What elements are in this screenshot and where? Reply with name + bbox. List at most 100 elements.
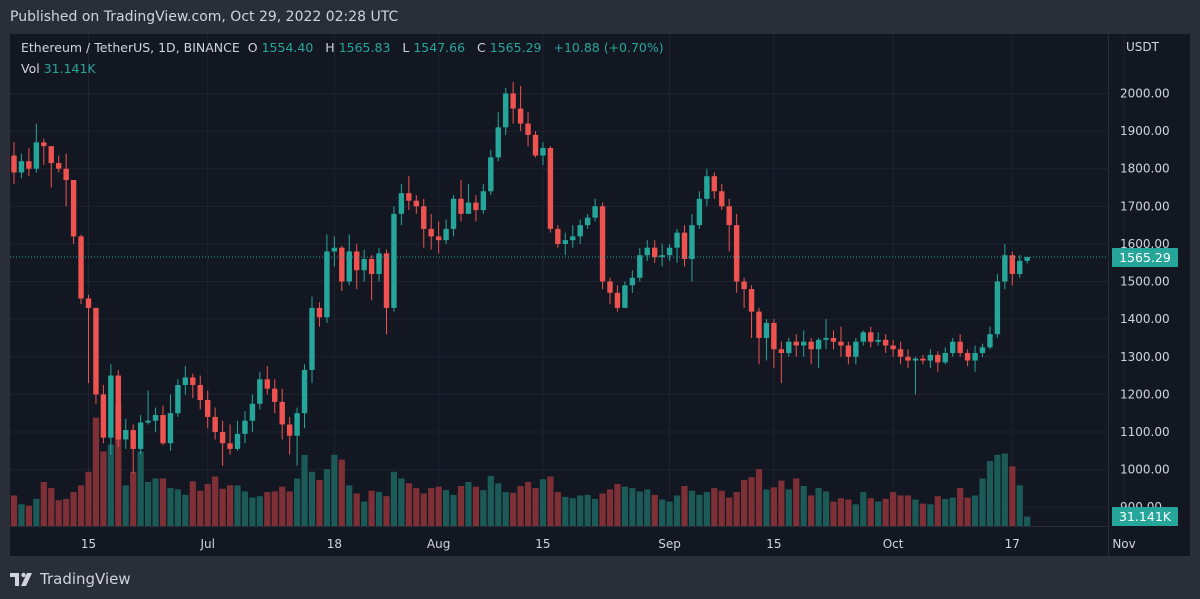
candle[interactable] bbox=[130, 424, 136, 474]
candle[interactable] bbox=[823, 319, 829, 350]
candle[interactable] bbox=[219, 420, 226, 466]
candle[interactable] bbox=[890, 339, 896, 357]
candle[interactable] bbox=[741, 277, 747, 308]
candle[interactable] bbox=[547, 146, 554, 233]
candle[interactable] bbox=[540, 142, 546, 165]
candle[interactable] bbox=[152, 407, 159, 432]
candle[interactable] bbox=[383, 249, 390, 335]
candle[interactable] bbox=[368, 255, 375, 301]
candle[interactable] bbox=[361, 249, 367, 282]
candle[interactable] bbox=[465, 183, 472, 214]
candle[interactable] bbox=[234, 420, 241, 451]
candle[interactable] bbox=[629, 270, 636, 293]
candle[interactable] bbox=[205, 390, 211, 429]
candle[interactable] bbox=[510, 82, 516, 124]
candle[interactable] bbox=[249, 394, 256, 432]
candle[interactable] bbox=[696, 191, 703, 229]
candle[interactable] bbox=[815, 337, 822, 369]
candle[interactable] bbox=[503, 87, 509, 135]
candle[interactable] bbox=[935, 351, 941, 372]
candle[interactable] bbox=[376, 247, 382, 282]
candle[interactable] bbox=[897, 341, 904, 365]
candle[interactable] bbox=[33, 123, 40, 173]
candle[interactable] bbox=[570, 225, 576, 248]
tradingview-logo[interactable]: TradingView bbox=[10, 570, 131, 588]
candle[interactable] bbox=[882, 334, 889, 353]
candle[interactable] bbox=[272, 379, 278, 414]
candle[interactable] bbox=[264, 366, 270, 395]
candle[interactable] bbox=[979, 343, 986, 357]
candle[interactable] bbox=[733, 213, 740, 293]
candle[interactable] bbox=[652, 240, 658, 263]
candle[interactable] bbox=[78, 234, 84, 305]
candle[interactable] bbox=[517, 85, 524, 132]
candle[interactable] bbox=[637, 247, 643, 282]
candle[interactable] bbox=[584, 213, 591, 229]
candle[interactable] bbox=[421, 198, 427, 248]
candle[interactable] bbox=[972, 345, 978, 372]
candle[interactable] bbox=[435, 221, 442, 254]
candle[interactable] bbox=[167, 394, 174, 451]
candle[interactable] bbox=[123, 418, 129, 449]
candle[interactable] bbox=[920, 354, 926, 365]
candle[interactable] bbox=[242, 411, 248, 444]
candle[interactable] bbox=[11, 142, 17, 184]
candle[interactable] bbox=[346, 234, 352, 286]
candle[interactable] bbox=[175, 379, 181, 417]
candle[interactable] bbox=[56, 155, 62, 173]
candle[interactable] bbox=[666, 243, 673, 261]
candle[interactable] bbox=[525, 112, 531, 147]
candle[interactable] bbox=[957, 334, 963, 357]
symbol-name[interactable]: Ethereum / TetherUS, 1D, BINANCE bbox=[21, 40, 240, 55]
candle[interactable] bbox=[942, 347, 948, 365]
candle[interactable] bbox=[674, 228, 680, 263]
candle[interactable] bbox=[331, 236, 338, 267]
candle[interactable] bbox=[488, 149, 494, 196]
candle[interactable] bbox=[301, 364, 308, 429]
candle[interactable] bbox=[950, 337, 956, 357]
candle[interactable] bbox=[100, 384, 107, 444]
candle[interactable] bbox=[592, 198, 598, 222]
candle[interactable] bbox=[771, 319, 777, 369]
candle[interactable] bbox=[41, 138, 47, 165]
candle[interactable] bbox=[756, 307, 762, 365]
candle[interactable] bbox=[70, 179, 77, 244]
candle[interactable] bbox=[279, 388, 285, 440]
candle[interactable] bbox=[555, 225, 561, 248]
candle[interactable] bbox=[845, 341, 852, 365]
candle[interactable] bbox=[644, 240, 650, 261]
candle[interactable] bbox=[406, 176, 412, 211]
candle[interactable] bbox=[354, 243, 360, 290]
candle[interactable] bbox=[659, 243, 665, 267]
candle[interactable] bbox=[137, 415, 144, 455]
candle[interactable] bbox=[108, 364, 114, 455]
candle[interactable] bbox=[26, 148, 32, 177]
candle[interactable] bbox=[145, 390, 151, 425]
candle[interactable] bbox=[689, 213, 695, 282]
candle[interactable] bbox=[763, 319, 770, 361]
candle[interactable] bbox=[994, 274, 1001, 338]
candle[interactable] bbox=[85, 294, 92, 384]
candle[interactable] bbox=[838, 326, 844, 357]
candle[interactable] bbox=[532, 131, 539, 158]
candle[interactable] bbox=[324, 234, 330, 323]
candle[interactable] bbox=[63, 153, 69, 207]
candle[interactable] bbox=[93, 307, 99, 404]
candle[interactable] bbox=[711, 172, 717, 199]
candle[interactable] bbox=[830, 330, 837, 350]
candle[interactable] bbox=[726, 198, 732, 252]
candle[interactable] bbox=[160, 405, 166, 446]
candle[interactable] bbox=[964, 349, 971, 367]
candle[interactable] bbox=[853, 337, 859, 365]
candle[interactable] bbox=[413, 195, 419, 214]
candle[interactable] bbox=[339, 245, 345, 291]
candle[interactable] bbox=[212, 407, 218, 440]
candle[interactable] bbox=[927, 349, 934, 369]
candle[interactable] bbox=[391, 206, 397, 312]
candle[interactable] bbox=[801, 330, 807, 357]
candle[interactable] bbox=[786, 337, 792, 357]
candle[interactable] bbox=[480, 183, 487, 214]
candle[interactable] bbox=[577, 219, 583, 244]
candle[interactable] bbox=[286, 416, 293, 455]
candle[interactable] bbox=[868, 326, 874, 348]
